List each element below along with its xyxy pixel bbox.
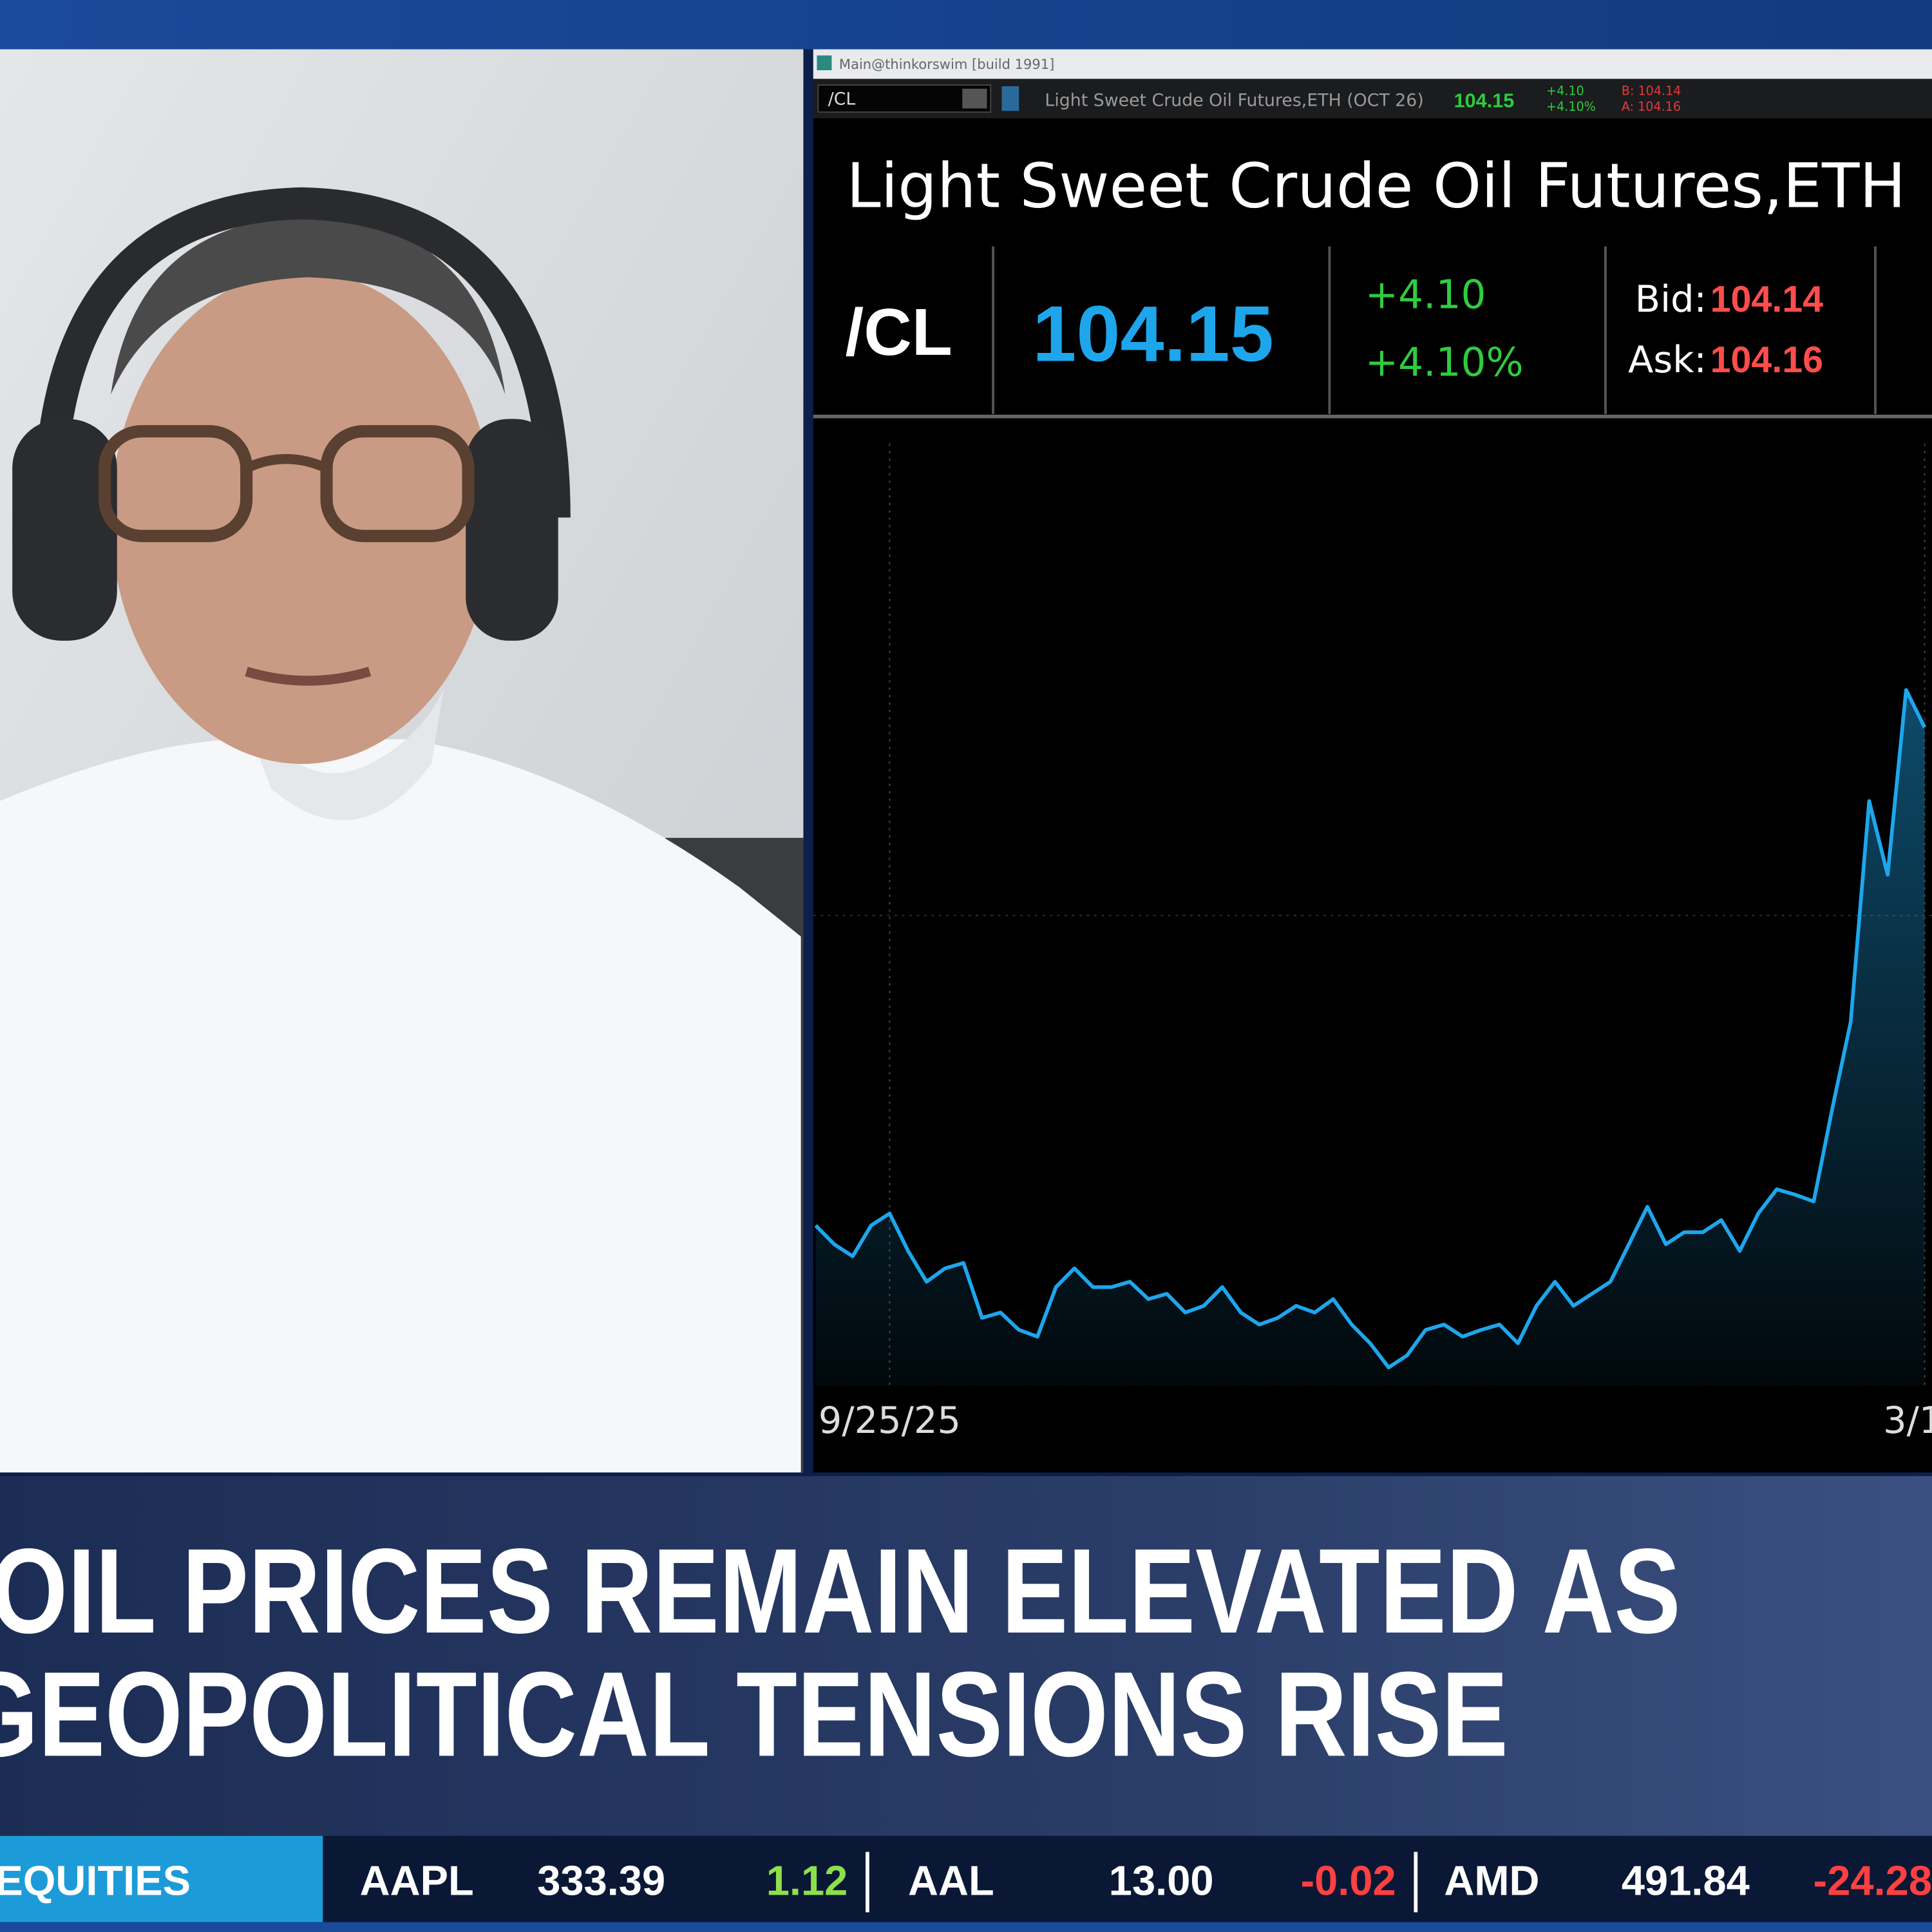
- ear-cup-left: [12, 419, 117, 641]
- x-tick-label: 3/17: [1883, 1399, 1932, 1442]
- dropdown[interactable]: [962, 88, 987, 109]
- bid-label: Bid:: [1635, 278, 1707, 321]
- toolbar-change-percent: +4.10%: [1546, 99, 1596, 114]
- toolbar-last: 104.15: [1454, 90, 1515, 111]
- x-tick-label: 9/25/25: [819, 1399, 961, 1442]
- glasses-bridge: [244, 454, 329, 473]
- hair: [111, 215, 506, 395]
- mouth: [245, 667, 372, 686]
- ticker-section: EQUITIES: [0, 1857, 191, 1904]
- ticker-change: -0.02: [1300, 1857, 1396, 1904]
- ask-label: Ask:: [1628, 338, 1707, 381]
- video-feed: [0, 49, 804, 1473]
- ticker-symbol: AAPL: [360, 1857, 474, 1904]
- toolbar: [813, 79, 1932, 118]
- quote-last: 104.15: [1032, 290, 1274, 378]
- shirt: [0, 739, 801, 1473]
- top-band: [0, 0, 1932, 50]
- quote-change: +4.10: [1365, 272, 1486, 317]
- collar: [234, 690, 444, 820]
- ticker-price: 491.84: [1622, 1857, 1750, 1904]
- ticker-change: 1.12: [766, 1857, 848, 1904]
- price-line: [814, 688, 1927, 1370]
- ticker-symbol: AAL: [908, 1857, 994, 1904]
- quote-symbol: /CL: [845, 294, 952, 369]
- ticker-price: 13.00: [1109, 1857, 1214, 1904]
- app-icon: [817, 55, 832, 71]
- headline-line: OIL PRICES REMAIN ELEVATED AS: [0, 1523, 1681, 1658]
- link-icon[interactable]: [1001, 86, 1019, 111]
- ask-value: 104.16: [1710, 339, 1824, 381]
- ticker-items: AAPL 333.39 1.12 AAL 13.00 -0.02 AMD 491.84 -24.…: [360, 1852, 1932, 1913]
- bid-value: 104.14: [1710, 279, 1824, 320]
- price-area: [815, 690, 1925, 1387]
- bottom-band: [0, 1922, 1932, 1932]
- ticker-change: -24.28: [1814, 1857, 1932, 1904]
- headline-band: [0, 1476, 1932, 1836]
- toolbar-ask: A: 104.16: [1622, 99, 1681, 114]
- ticker-symbol: AMD: [1444, 1857, 1539, 1904]
- symbol-box[interactable]: [817, 84, 992, 113]
- window-title: Main@thinkorswim [build 1991]: [839, 56, 1054, 72]
- ticker-price: 333.39: [537, 1857, 665, 1904]
- title-bar: [813, 49, 1932, 79]
- headphone-band: [33, 187, 571, 518]
- toolbar-bid: B: 104.14: [1622, 83, 1681, 98]
- quote-change-percent: +4.10%: [1365, 340, 1524, 386]
- quote-title: Light Sweet Crude Oil Futures,ETH: [846, 149, 1906, 222]
- price-chart: 9/25/25 3/17: [814, 443, 1932, 1442]
- toolbar-symbol: /CL: [828, 90, 856, 109]
- toolbar-description: Light Sweet Crude Oil Futures,ETH (OCT 2…: [1045, 91, 1423, 111]
- section-tab: [0, 1835, 323, 1922]
- trading-window: Main@thinkorswim [build 1991] /CL Light …: [813, 49, 1932, 1473]
- toolbar-change: +4.10: [1546, 83, 1584, 98]
- face: [111, 270, 493, 764]
- headline-line: GEOPOLITICAL TENSIONS RISE: [0, 1646, 1508, 1781]
- glasses-left: [99, 425, 253, 542]
- glasses-right: [320, 425, 475, 542]
- ear-cup-right: [466, 419, 558, 641]
